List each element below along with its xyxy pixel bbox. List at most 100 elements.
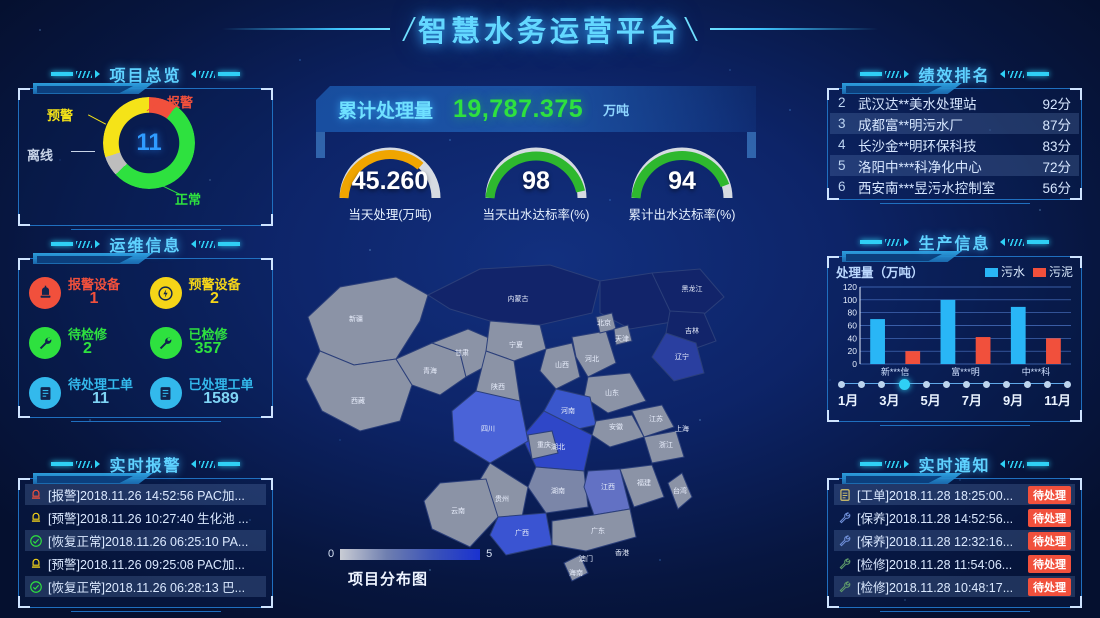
slider-month-label: 3月 [879, 393, 900, 408]
ops-metric-pending-ticket[interactable]: 待处理工单 11 [29, 369, 144, 417]
slider-dot[interactable] [858, 380, 866, 388]
slider-dot[interactable] [1023, 380, 1031, 388]
ops-label: 已检修 [188, 326, 228, 342]
slider-dot[interactable] [1063, 380, 1071, 388]
slider-month-label: 11月 [1044, 393, 1071, 408]
slider-dot[interactable] [942, 380, 950, 388]
title-deco-right [190, 70, 240, 78]
gauge-daily-compliance: 98 当天出水达标率(%) [470, 140, 602, 230]
cumulative-treatment-banner: 累计处理量 19,787.375 万吨 [316, 86, 756, 132]
gauge-label: 当天出水达标率(%) [482, 208, 590, 222]
panel-project-overview: 11 报警 预警 离线 正常 [18, 83, 273, 230]
page-title: 智慧水务运营平台 [417, 16, 682, 48]
list-item[interactable]: [检修]2018.11.28 10:48:17... 待处理 [834, 576, 1075, 597]
slider-month-labels: 1月 3月 5月 7月 9月 11月 [838, 390, 1071, 409]
ops-metric-done-ticket[interactable]: 已处理工单 1589 [149, 369, 265, 417]
table-row[interactable]: 4 长沙金**明环保科技 83分 [830, 134, 1079, 155]
status-badge[interactable]: 待处理 [1028, 508, 1071, 527]
notification-text: [工单]2018.11.28 18:25:00... [857, 489, 1014, 503]
slider-dot[interactable] [1003, 380, 1011, 388]
svg-text:福建: 福建 [637, 478, 651, 487]
slider-dot[interactable] [922, 380, 930, 388]
table-row[interactable]: 5 洛阳中***科净化中心 72分 [830, 155, 1079, 176]
alarms-title-text: 实时报警 [109, 458, 182, 475]
legend-item-sewage[interactable]: 污水 [984, 263, 1025, 280]
svg-text:100: 100 [843, 295, 857, 305]
status-badge[interactable]: 待处理 [1028, 531, 1071, 550]
panel-performance-ranking: 2 武汉达**美水处理站 92分 3 成都富**明污水厂 87分 4 长沙金**… [827, 83, 1082, 204]
table-row[interactable]: 2 武汉达**美水处理站 92分 [830, 92, 1079, 113]
alarm-list: [报警]2018.11.26 14:52:56 PAC加... [预警]2018… [19, 479, 272, 602]
svg-text:陕西: 陕西 [491, 382, 505, 391]
rank-name: 西安南***昱污水控制室 [858, 180, 996, 196]
alarm-text: [报警]2018.11.26 14:52:56 PAC加... [48, 489, 245, 503]
ops-metric-alarm-device[interactable]: 报警设备 1 [29, 269, 144, 317]
svg-text:吉林: 吉林 [685, 326, 699, 335]
title-deco-left [51, 70, 101, 78]
list-item[interactable]: [预警]2018.11.26 09:25:08 PAC加... [25, 553, 266, 574]
slider-month-label: 1月 [838, 393, 859, 408]
rank-number: 3 [838, 116, 846, 131]
table-row[interactable]: 6 西安南***昱污水控制室 56分 [830, 176, 1079, 197]
month-slider[interactable]: 1月 3月 5月 7月 9月 11月 [828, 378, 1081, 409]
title-deco-left [860, 460, 910, 468]
production-bar-chart: 0 20 40 60 80 100 120 新***信 富***明 中***科 [834, 282, 1075, 378]
title-deco-right [999, 238, 1049, 246]
list-item[interactable]: [报警]2018.11.26 14:52:56 PAC加... [25, 484, 266, 505]
ops-metric-pending-repair[interactable]: 待检修 2 [29, 319, 144, 367]
ops-metric-done-repair[interactable]: 已检修 357 [149, 319, 265, 367]
list-item[interactable]: [检修]2018.11.28 11:54:06... 待处理 [834, 553, 1075, 574]
list-item[interactable]: [保养]2018.11.28 14:52:56... 待处理 [834, 507, 1075, 528]
slider-dot[interactable] [898, 378, 910, 390]
alarm-text: [预警]2018.11.26 10:27:40 生化池 ... [48, 512, 249, 526]
list-item[interactable]: [恢复正常]2018.11.26 06:28:13 巴... [25, 576, 266, 597]
ops-label: 报警设备 [68, 276, 121, 292]
ops-metric-warning-device[interactable]: 预警设备 2 [149, 269, 265, 317]
slider-month-label: 5月 [920, 393, 941, 408]
legend-item-sludge[interactable]: 污泥 [1032, 263, 1073, 280]
section-title-notify: 实时通知 [827, 452, 1082, 476]
svg-text:80: 80 [848, 308, 858, 318]
slider-dot[interactable] [1043, 380, 1051, 388]
svg-text:西藏: 西藏 [351, 396, 365, 405]
ops-title-text: 运维信息 [109, 238, 182, 255]
chart-y-title: 处理量（万吨） [836, 266, 924, 280]
slider-month-label: 7月 [961, 393, 982, 408]
section-title-overview: 项目总览 [18, 62, 273, 86]
rank-title-text: 绩效排名 [918, 68, 991, 85]
list-item[interactable]: [保养]2018.11.28 12:32:16... 待处理 [834, 530, 1075, 551]
ops-value: 357 [194, 340, 222, 358]
svg-text:云南: 云南 [451, 506, 465, 515]
list-item[interactable]: [工单]2018.11.28 18:25:00... 待处理 [834, 484, 1075, 505]
dashboard-header: 智慧水务运营平台 [0, 0, 1100, 58]
map-caption: 项目分布图 [348, 571, 429, 588]
list-item[interactable]: [恢复正常]2018.11.26 06:25:10 PA... [25, 530, 266, 551]
title-deco-right [999, 70, 1049, 78]
slider-dot[interactable] [963, 380, 971, 388]
ops-value: 1589 [203, 390, 239, 408]
table-row[interactable]: 3 成都富**明污水厂 87分 [830, 113, 1079, 134]
slider-dot[interactable] [838, 380, 845, 388]
list-item[interactable]: [预警]2018.11.26 10:27:40 生化池 ... [25, 507, 266, 528]
slider-dots[interactable] [838, 378, 1071, 390]
status-badge[interactable]: 待处理 [1028, 577, 1071, 596]
section-title-rank: 绩效排名 [827, 62, 1082, 86]
notification-list: [工单]2018.11.28 18:25:00... 待处理 [保养]2018.… [828, 479, 1081, 602]
svg-text:黑龙江: 黑龙江 [682, 284, 703, 293]
notification-text: [保养]2018.11.28 12:32:16... [857, 535, 1014, 549]
svg-text:浙江: 浙江 [659, 440, 673, 449]
banner-label: 累计处理量 [338, 100, 434, 122]
bar-chart-svg: 0 20 40 60 80 100 120 新***信 富***明 中***科 [843, 282, 1071, 377]
gauge-value: 45.260 [351, 167, 429, 195]
rank-score: 87分 [1042, 117, 1071, 133]
svg-text:北京: 北京 [597, 318, 611, 327]
slider-dot[interactable] [878, 380, 886, 388]
status-badge[interactable]: 待处理 [1028, 485, 1071, 504]
status-badge[interactable]: 待处理 [1028, 554, 1071, 573]
notify-title-text: 实时通知 [918, 458, 991, 475]
rank-name: 成都富**明污水厂 [858, 117, 964, 133]
gauge-label: 累计出水达标率(%) [628, 208, 736, 222]
maintenance-icon [838, 511, 852, 525]
slider-dot[interactable] [983, 380, 991, 388]
